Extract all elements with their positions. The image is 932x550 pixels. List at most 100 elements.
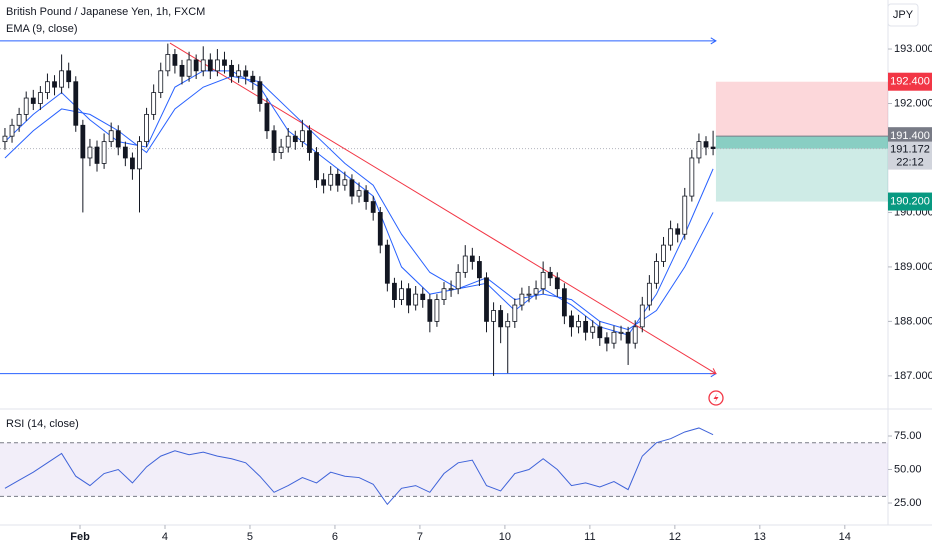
candle-body xyxy=(696,141,702,159)
candle-body xyxy=(115,130,121,148)
candle-body xyxy=(576,320,581,328)
candle-body xyxy=(207,59,213,72)
candle-body xyxy=(356,190,362,197)
candle-body xyxy=(172,54,178,66)
candle-body xyxy=(448,288,454,291)
candle-body xyxy=(632,326,638,344)
candle-body xyxy=(420,293,426,300)
candle-body xyxy=(37,92,43,104)
candle-body xyxy=(462,255,468,273)
candle-body xyxy=(703,141,709,148)
candle-body xyxy=(392,282,397,300)
candle-body xyxy=(165,54,171,72)
rsi-line xyxy=(4,427,714,506)
candle-body xyxy=(250,75,256,83)
stop-zone xyxy=(715,81,888,137)
candle-body xyxy=(321,179,327,186)
candle-body xyxy=(87,146,93,159)
candle-body xyxy=(45,81,50,94)
candle-body xyxy=(214,59,220,72)
candle-body xyxy=(158,70,164,94)
drawing-arrow xyxy=(710,37,717,45)
candle-body xyxy=(413,293,419,306)
alert-bolt[interactable] xyxy=(713,393,719,403)
candle-body xyxy=(406,288,411,306)
price-tick-label: 189.000 xyxy=(894,261,932,273)
candle-body xyxy=(271,130,277,153)
currency-box[interactable] xyxy=(887,3,919,27)
candle-body xyxy=(66,70,72,83)
candle-body xyxy=(94,146,100,164)
candle-body xyxy=(80,124,86,159)
candle-body xyxy=(257,81,263,104)
candle-body xyxy=(328,173,334,186)
price-tick-label: 187.000 xyxy=(894,370,932,382)
candle-body xyxy=(299,130,305,143)
indicator-legend: EMA (9, close) xyxy=(6,23,78,35)
candle-body xyxy=(9,124,15,137)
time-tick-label: 13 xyxy=(754,531,766,543)
candle-body xyxy=(427,299,433,322)
time-tick-label: 4 xyxy=(162,531,168,543)
candle-body xyxy=(491,310,496,322)
candle-body xyxy=(377,212,383,246)
candle-body xyxy=(554,277,560,290)
candle-body xyxy=(151,92,157,115)
candle-body xyxy=(675,228,681,235)
candle-body xyxy=(590,326,596,333)
target-label: 190.200 xyxy=(890,195,930,207)
candle-body xyxy=(16,113,22,126)
candle-body xyxy=(441,288,447,300)
candle-body xyxy=(349,179,355,197)
last-price-label: 191.172 xyxy=(890,144,930,156)
candle-body xyxy=(526,293,532,296)
candle-body xyxy=(540,271,546,290)
candle-body xyxy=(625,331,631,344)
candle-body xyxy=(335,173,341,186)
alert-icon[interactable] xyxy=(708,390,724,406)
candle-body xyxy=(661,244,666,262)
target-filled xyxy=(715,136,888,149)
time-tick-label: 7 xyxy=(417,531,423,543)
last-price-badge xyxy=(888,141,932,170)
candle-body xyxy=(370,201,376,213)
candle-body xyxy=(179,64,185,77)
candle-body xyxy=(710,146,716,150)
rsi-tick-label: 25.00 xyxy=(894,497,922,509)
candle-body xyxy=(434,299,440,322)
candle-body xyxy=(307,130,312,153)
candle-body xyxy=(278,146,284,153)
candle-body xyxy=(186,59,192,77)
candle-body xyxy=(512,304,518,322)
price-tick-label: 192.000 xyxy=(894,97,932,109)
candle-body xyxy=(363,190,369,202)
candle-body xyxy=(469,255,475,262)
time-tick-label: 11 xyxy=(584,531,595,543)
candle-body xyxy=(484,277,489,322)
candle-body xyxy=(30,97,36,104)
candle-body xyxy=(52,81,57,88)
time-tick-label: 6 xyxy=(332,531,338,543)
candle-body xyxy=(477,261,482,279)
candle-body xyxy=(618,331,624,334)
currency-label[interactable]: JPY xyxy=(893,9,914,21)
time-tick-label: 12 xyxy=(669,531,681,543)
price-tick-label: 193.000 xyxy=(894,43,932,55)
time-tick-label: Feb xyxy=(70,531,90,543)
target-badge xyxy=(888,192,932,211)
candle-body xyxy=(264,103,270,132)
candle-body xyxy=(519,293,525,306)
candle-body xyxy=(292,135,298,143)
candle-body xyxy=(547,271,553,279)
candle-body xyxy=(533,288,539,295)
candle-body xyxy=(399,288,404,300)
candle-body xyxy=(314,152,319,181)
ema-line xyxy=(4,75,714,331)
candle-body xyxy=(342,179,348,186)
candle-body xyxy=(243,70,249,77)
candle-body xyxy=(682,195,688,235)
candle-body xyxy=(561,288,567,317)
candle-body xyxy=(200,59,206,72)
